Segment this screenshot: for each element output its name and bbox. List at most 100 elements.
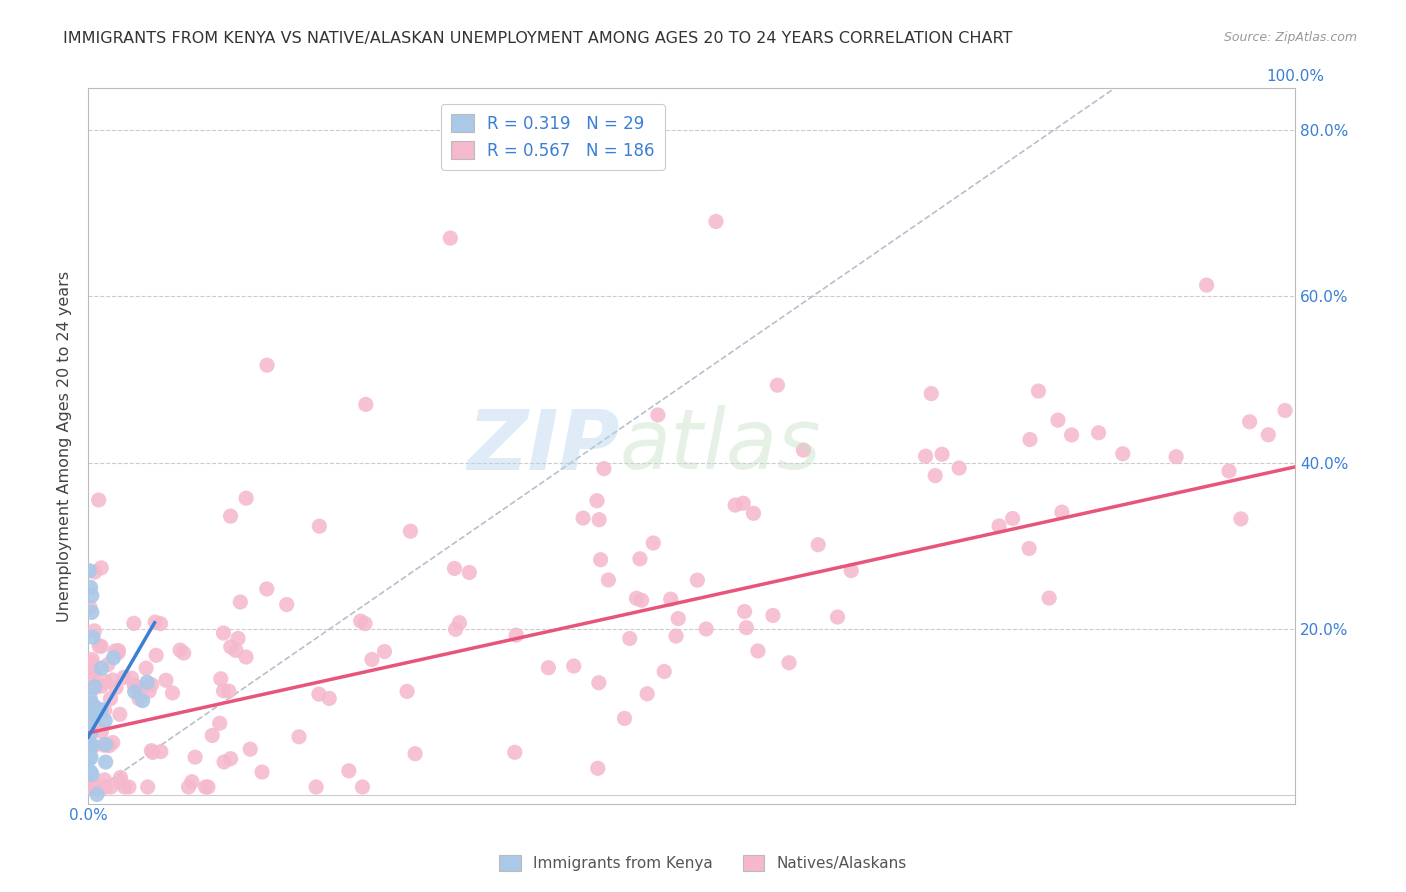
Point [354,616,377,631]
Point [276,598,298,612]
Point [1087,425,1109,440]
Point [83,624,105,638]
Point [350,614,373,628]
Point [141,678,163,692]
Point [105,681,128,695]
Point [589,552,612,566]
Point [90,640,112,654]
Point [354,397,377,411]
Point [588,675,610,690]
Point [80,750,103,764]
Point [1218,464,1240,478]
Point [666,611,689,625]
Point [97,657,120,672]
Point [80,764,103,779]
Point [128,691,150,706]
Point [80,703,103,717]
Point [162,686,184,700]
Point [80,739,103,753]
Point [143,615,166,629]
Point [149,616,172,631]
Point [562,659,585,673]
Point [201,728,224,742]
Point [742,506,765,520]
Point [256,358,278,372]
Point [100,691,122,706]
Point [84,681,107,695]
Point [337,764,360,778]
Point [613,711,636,725]
Point [79,780,101,794]
Point [79,716,101,731]
Point [212,683,235,698]
Point [79,564,101,578]
Point [1239,415,1261,429]
Point [80,767,103,781]
Point [93,772,115,787]
Point [733,496,755,510]
Point [108,707,131,722]
Point [308,519,330,533]
Point [155,673,177,688]
Point [586,493,609,508]
Point [1257,427,1279,442]
Point [686,573,709,587]
Point [80,656,103,670]
Point [169,643,191,657]
Point [86,780,108,794]
Point [83,707,105,722]
Point [449,615,471,630]
Point [101,673,124,687]
Point [94,780,117,794]
Point [181,774,204,789]
Point [598,573,620,587]
Point [1195,278,1218,293]
Text: IMMIGRANTS FROM KENYA VS NATIVE/ALASKAN UNEMPLOYMENT AMONG AGES 20 TO 24 YEARS C: IMMIGRANTS FROM KENYA VS NATIVE/ALASKAN … [63,31,1012,46]
Point [1166,450,1188,464]
Point [82,630,104,644]
Point [1046,413,1069,427]
Point [308,687,330,701]
Point [588,513,610,527]
Point [118,780,141,794]
Point [399,524,422,539]
Point [94,737,117,751]
Point [80,699,103,714]
Point [93,738,115,752]
Point [914,449,936,463]
Point [80,712,103,726]
Point [219,752,242,766]
Point [131,693,153,707]
Point [112,670,135,684]
Point [177,780,200,794]
Point [89,639,111,653]
Point [724,498,747,512]
Point [361,652,384,666]
Point [93,703,115,717]
Point [839,564,862,578]
Text: atlas: atlas [620,406,821,486]
Point [80,589,103,603]
Point [79,728,101,742]
Point [135,661,157,675]
Point [628,551,651,566]
Point [90,724,112,739]
Point [138,684,160,698]
Point [505,628,527,642]
Text: ZIP: ZIP [467,406,620,486]
Point [827,610,849,624]
Text: Source: ZipAtlas.com: Source: ZipAtlas.com [1223,31,1357,45]
Point [235,650,257,665]
Point [762,608,785,623]
Point [90,679,112,693]
Point [218,684,240,698]
Point [87,780,110,794]
Point [79,600,101,615]
Point [593,461,616,475]
Point [90,780,112,794]
Point [184,750,207,764]
Point [122,616,145,631]
Point [110,774,132,789]
Point [80,656,103,670]
Point [229,595,252,609]
